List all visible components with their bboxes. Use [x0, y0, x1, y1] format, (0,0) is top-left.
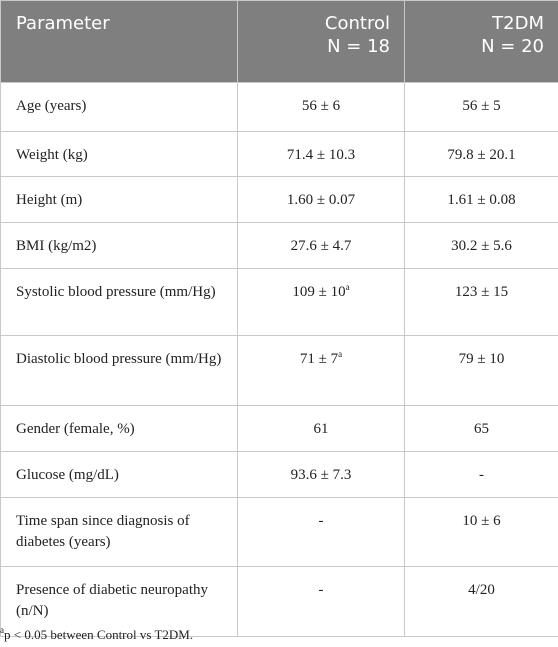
footnote-marker: a	[0, 625, 4, 635]
cell-text: Weight (kg)	[16, 147, 88, 163]
cell-text: Glucose (mg/dL)	[16, 467, 119, 483]
value-cell: -	[237, 497, 405, 567]
footnote-text: p < 0.05 between Control vs T2DM.	[4, 627, 194, 642]
footnote: ap < 0.05 between Control vs T2DM.	[0, 625, 194, 643]
cell-text: Age (years)	[16, 98, 87, 114]
parameter-cell: Glucose (mg/dL)	[0, 451, 238, 498]
cell-text: BMI (kg/m2)	[16, 238, 97, 254]
cell-text: 10 ± 6	[462, 513, 501, 529]
table-row: Weight (kg) 71.4 ± 10.3 79.8 ± 20.1	[0, 131, 558, 177]
value-cell: 56 ± 5	[404, 82, 558, 132]
cell-text: 56 ± 6	[301, 98, 341, 114]
parameter-cell: Weight (kg)	[0, 131, 238, 177]
table-row: Time span since diagnosis of diabetes (y…	[0, 497, 558, 567]
table-body: Age (years) 56 ± 6 56 ± 5 Weight (kg) 71.4 ±…	[0, 82, 558, 637]
cell-text: Height (m)	[16, 192, 83, 208]
value-cell: 1.60 ± 0.07	[237, 176, 405, 223]
cell-text: 71 ± 7	[299, 351, 339, 367]
value-cell: 79.8 ± 20.1	[404, 131, 558, 177]
value-cell: 27.6 ± 4.7	[237, 222, 405, 269]
value-cell: 1.61 ± 0.08	[404, 176, 558, 223]
parameter-cell: Presence of diabetic neuropathy (n/N)	[0, 566, 238, 637]
cell-text: Systolic blood pressure (mm/Hg)	[16, 284, 216, 300]
table-row: Height (m) 1.60 ± 0.07 1.61 ± 0.08	[0, 176, 558, 223]
table-row: Presence of diabetic neuropathy (n/N) - 4/…	[0, 566, 558, 637]
cell-text: 1.61 ± 0.08	[447, 192, 516, 208]
value-cell: 65	[404, 405, 558, 452]
table-row: BMI (kg/m2) 27.6 ± 4.7 30.2 ± 5.6	[0, 222, 558, 269]
value-cell: -	[237, 566, 405, 637]
cell-text: -	[318, 582, 324, 598]
cell-text: -	[318, 513, 324, 529]
header-cell: Control N = 18	[237, 0, 405, 83]
cell-text: Gender (female, %)	[16, 421, 135, 437]
parameter-cell: Height (m)	[0, 176, 238, 223]
header-line: N = 20	[481, 36, 544, 57]
cell-text: 93.6 ± 7.3	[290, 467, 352, 483]
value-cell: 30.2 ± 5.6	[404, 222, 558, 269]
cell-text: 61	[313, 421, 329, 437]
cell-text: 123 ± 15	[454, 284, 509, 300]
value-cell: 79 ± 10	[404, 335, 558, 406]
header-row: Parameter Control N = 18 T2DM N = 20	[0, 0, 558, 83]
cell-text: Diastolic blood pressure (mm/Hg)	[16, 351, 222, 367]
table-row: Systolic blood pressure (mm/Hg) 109 ± 10a…	[0, 268, 558, 336]
value-cell: 123 ± 15	[404, 268, 558, 336]
parameter-cell: Systolic blood pressure (mm/Hg)	[0, 268, 238, 336]
value-cell: 109 ± 10a	[237, 268, 405, 336]
value-cell: 71 ± 7a	[237, 335, 405, 406]
parameter-cell: BMI (kg/m2)	[0, 222, 238, 269]
table-row: Age (years) 56 ± 6 56 ± 5	[0, 82, 558, 132]
table-row: Glucose (mg/dL) 93.6 ± 7.3 -	[0, 451, 558, 498]
value-cell: -	[404, 451, 558, 498]
parameter-cell: Diastolic blood pressure (mm/Hg)	[0, 335, 238, 406]
parameter-cell: Time span since diagnosis of diabetes (y…	[0, 497, 238, 567]
header-cell: T2DM N = 20	[404, 0, 558, 83]
value-cell: 93.6 ± 7.3	[237, 451, 405, 498]
cell-text: 109 ± 10	[292, 284, 346, 300]
value-cell: 61	[237, 405, 405, 452]
value-cell: 10 ± 6	[404, 497, 558, 567]
cell-superscript: a	[338, 349, 343, 359]
cell-superscript: a	[345, 282, 350, 292]
table-row: Diastolic blood pressure (mm/Hg) 71 ± 7a 7…	[0, 335, 558, 406]
cell-text: -	[479, 467, 484, 483]
cell-text: Presence of diabetic neuropathy (n/N)	[16, 582, 209, 619]
header-line: Parameter	[16, 13, 110, 34]
cell-text: 30.2 ± 5.6	[451, 238, 512, 254]
value-cell: 56 ± 6	[237, 82, 405, 132]
value-cell: 71.4 ± 10.3	[237, 131, 405, 177]
header-line: N = 18	[327, 36, 390, 57]
cell-text: 79.8 ± 20.1	[447, 147, 516, 163]
cell-text: 4/20	[468, 582, 495, 598]
cell-text: Time span since diagnosis of diabetes (y…	[16, 513, 190, 550]
header-cell: Parameter	[0, 0, 238, 83]
cell-text: 71.4 ± 10.3	[286, 147, 356, 163]
header-line: T2DM	[492, 13, 544, 34]
value-cell: 4/20	[404, 566, 558, 637]
cell-text: 79 ± 10	[458, 351, 505, 367]
parameter-cell: Age (years)	[0, 82, 238, 132]
cell-text: 27.6 ± 4.7	[290, 238, 352, 254]
cell-text: 65	[474, 421, 489, 437]
cell-text: 1.60 ± 0.07	[286, 192, 356, 208]
cell-text: 56 ± 5	[462, 98, 501, 114]
header-line: Control	[324, 13, 390, 34]
parameter-cell: Gender (female, %)	[0, 405, 238, 452]
table-row: Gender (female, %) 61 65	[0, 405, 558, 452]
